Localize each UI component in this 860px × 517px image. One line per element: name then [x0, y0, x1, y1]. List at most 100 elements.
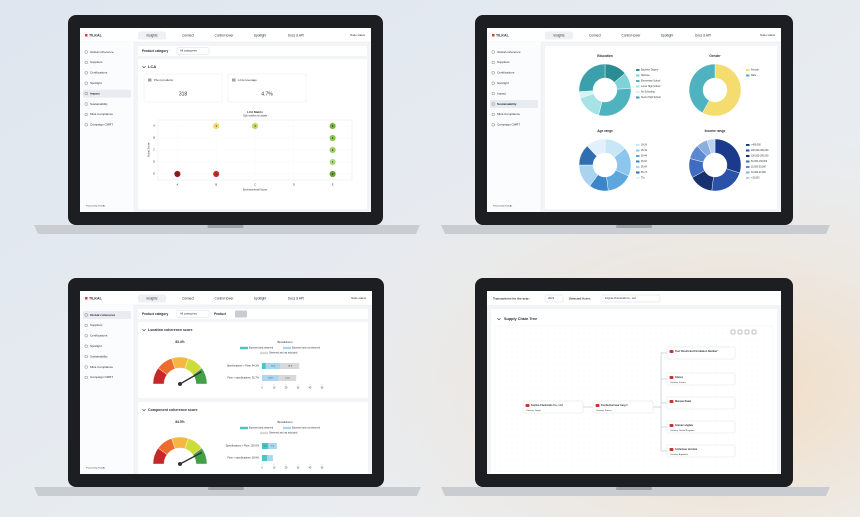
tree-node[interactable]	[592, 400, 654, 414]
sidebar-item[interactable]: Mica Compliance	[90, 365, 113, 369]
sidebar-icon	[491, 112, 495, 116]
donut-slice[interactable]	[688, 63, 716, 114]
nav-tab[interactable]: Spotlight	[254, 33, 267, 37]
node-name: Marque finale	[675, 400, 692, 403]
bar-value: 13.9	[268, 378, 273, 380]
tree-node[interactable]	[522, 400, 584, 414]
legend-swatch	[636, 74, 640, 77]
sidebar-item[interactable]: Impact	[497, 91, 506, 95]
nav-tab[interactable]: Connect	[182, 33, 194, 37]
sidebar-item[interactable]: Impact	[90, 91, 100, 95]
sidebar-item[interactable]: Suppliers	[90, 60, 103, 64]
tree-node[interactable]	[666, 372, 736, 386]
x-tick-label: 30	[297, 388, 300, 390]
tool-icon[interactable]	[751, 329, 757, 335]
bubble[interactable]	[251, 122, 259, 130]
nav-tab[interactable]: Connect	[589, 33, 601, 37]
sidebar-item[interactable]: Mica Compliance	[497, 112, 520, 116]
sidebar-item[interactable]: Sustainability	[90, 354, 108, 358]
nav-tab[interactable]: Insights	[147, 296, 158, 300]
bubble[interactable]	[329, 170, 336, 178]
bubble[interactable]	[329, 158, 336, 166]
logo: TILKAL	[496, 33, 510, 37]
sidebar-item[interactable]: Mica Compliance	[90, 112, 113, 116]
legend-swatch	[636, 155, 640, 157]
section-title: Location coherence score	[148, 328, 193, 332]
bar-value: 5.3	[264, 446, 268, 448]
sidebar-item[interactable]: Certifications	[90, 334, 108, 338]
bubble[interactable]	[329, 134, 336, 142]
nav-tab[interactable]: Connect	[182, 296, 194, 300]
node-status[interactable]: Node status	[350, 33, 366, 37]
node-country: Country: United Kingdom	[670, 429, 695, 432]
nav-tab[interactable]: Control tower	[215, 296, 235, 300]
legend-swatch	[283, 346, 291, 350]
sidebar-item[interactable]: Spotlight	[90, 344, 102, 348]
year-label: Transactions for the year:	[493, 296, 530, 300]
nav-tab[interactable]: Docs & API	[695, 33, 711, 37]
kpi-value: 4.7%	[261, 91, 273, 97]
x-tick-label: A	[177, 183, 179, 187]
filter-value[interactable]: All categories	[180, 312, 197, 316]
year-select[interactable]	[544, 294, 564, 303]
bubble-label: 1	[215, 124, 217, 128]
x-tick-label: 40	[309, 388, 312, 390]
sidebar	[80, 305, 134, 474]
sidebar-item[interactable]: Sustainability	[497, 102, 517, 106]
node-status[interactable]: Node status	[760, 33, 776, 37]
y-tick-label: C	[153, 148, 155, 152]
tree-node[interactable]	[666, 420, 736, 434]
product-select[interactable]	[235, 310, 247, 318]
tree-node[interactable]	[666, 444, 736, 458]
nav-tab[interactable]: Docs & API	[288, 33, 304, 37]
sidebar-item[interactable]: Spotlight	[90, 81, 102, 85]
bubble[interactable]	[174, 170, 181, 178]
sidebar-item[interactable]: Certifications	[497, 71, 515, 75]
legend-swatch	[746, 69, 750, 71]
nav-tab[interactable]: Insights	[147, 33, 158, 37]
sidebar-item[interactable]: Suppliers	[90, 323, 103, 327]
sidebar-item[interactable]: Suppliers	[497, 60, 510, 64]
x-tick-label: 30	[297, 468, 300, 470]
bubble[interactable]	[212, 170, 220, 178]
sidebar-item[interactable]: Spotlight	[497, 81, 509, 85]
tree-node[interactable]	[666, 396, 736, 410]
kpi-value: 318	[179, 91, 188, 97]
sidebar-item[interactable]: Global coherence	[90, 50, 114, 54]
bubble[interactable]	[329, 122, 336, 130]
nav-tab[interactable]: Insights	[554, 33, 565, 37]
bubble[interactable]	[212, 122, 220, 130]
legend-swatch	[746, 149, 750, 152]
y-tick-label: D	[153, 160, 155, 164]
sidebar-item[interactable]: Campaign CMRT	[497, 123, 520, 127]
filter-value[interactable]: All categories	[180, 49, 197, 53]
sidebar-item[interactable]: Campaign CMRT	[90, 123, 113, 127]
donut-slice[interactable]	[702, 63, 742, 117]
bubble[interactable]	[329, 146, 336, 154]
nav-tab[interactable]: Control tower	[622, 33, 642, 37]
sidebar-icon	[491, 61, 495, 64]
legend-label: Expected and not observed	[292, 427, 321, 430]
actor-select[interactable]	[601, 294, 661, 303]
sidebar-item[interactable]: Sustainability	[90, 102, 108, 106]
tool-icon[interactable]	[730, 329, 736, 335]
node-status[interactable]: Node status	[351, 296, 367, 300]
donut-slice[interactable]	[578, 63, 606, 92]
nav-tab[interactable]: Spotlight	[254, 296, 267, 300]
tree-node[interactable]	[666, 346, 736, 360]
donut-slice[interactable]	[586, 138, 606, 157]
sidebar-item[interactable]: Global coherence	[90, 313, 116, 317]
laptop-notch	[207, 225, 244, 228]
sidebar-item[interactable]: Global coherence	[497, 50, 521, 54]
nav-tab[interactable]: Spotlight	[661, 33, 674, 37]
donut-slice[interactable]	[706, 138, 716, 154]
nav-tab[interactable]: Control tower	[215, 33, 235, 37]
tool-icon[interactable]	[744, 329, 750, 335]
sidebar-item[interactable]: Campaign CMRT	[90, 375, 113, 379]
row-label: Flow > specifications: 28.6%	[227, 457, 259, 460]
legend-label: 100,000-200,000	[751, 156, 769, 158]
sidebar-item[interactable]: Certifications	[90, 71, 108, 75]
nav-tab[interactable]: Docs & API	[288, 296, 304, 300]
gauge-band	[192, 447, 208, 465]
tool-icon[interactable]	[737, 329, 743, 335]
